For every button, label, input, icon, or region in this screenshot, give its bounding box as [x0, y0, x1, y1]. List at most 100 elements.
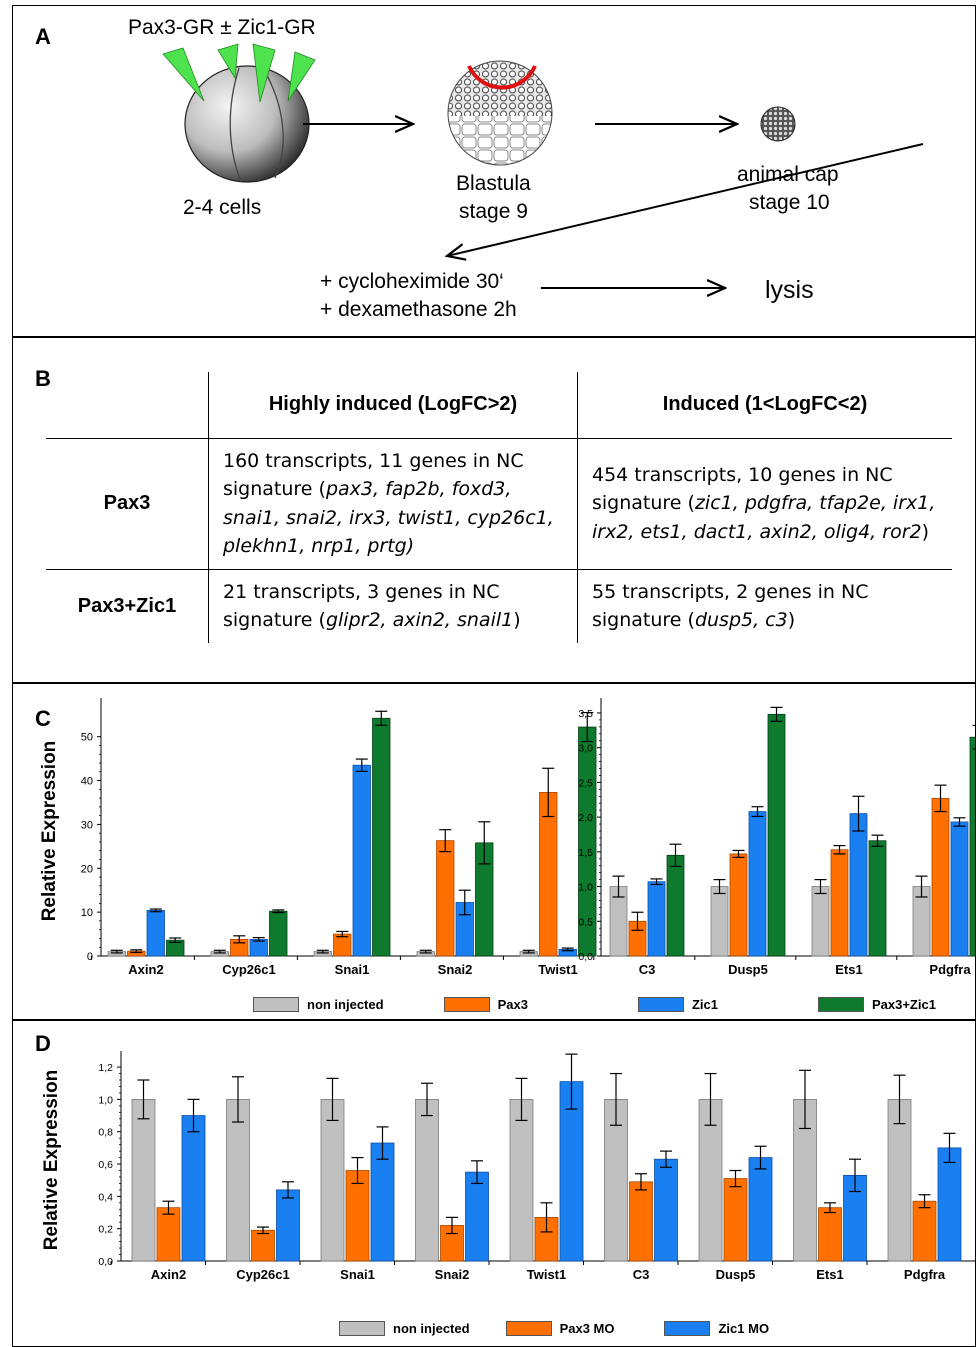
- cap-label: animal cap: [737, 163, 839, 186]
- bar: [370, 1142, 395, 1262]
- panel-b: B Highly induced (LogFC>2) Induced (1<Lo…: [12, 337, 976, 683]
- needle-icons: [162, 43, 316, 103]
- legend-swatch: [817, 997, 864, 1012]
- blastula-icon: [447, 60, 553, 166]
- bar: [345, 1170, 370, 1262]
- y-tick-label: 1,0: [98, 1094, 113, 1106]
- x-tick-label: Axin2: [128, 962, 163, 977]
- bar: [249, 938, 268, 957]
- y-axis-label: Relative Expression: [41, 1070, 62, 1251]
- y-tick-label: 3,5: [578, 708, 593, 720]
- workflow-diagram: [162, 43, 924, 336]
- cells-label: 2-4 cells: [183, 196, 262, 219]
- x-tick-label: Snai2: [435, 1267, 470, 1282]
- y-tick-label: 10: [81, 907, 93, 919]
- table-cell: 454 transcripts, 10 genes in NC signatur…: [577, 438, 952, 570]
- bar: [333, 933, 352, 957]
- x-tick-label: Pdgfra: [904, 1267, 946, 1282]
- bar: [950, 821, 969, 957]
- bar: [629, 1181, 653, 1262]
- col-header-induced: Induced (1<LogFC<2): [577, 372, 952, 439]
- bar: [131, 1099, 156, 1262]
- panel-label-a: A: [35, 24, 51, 49]
- legend-swatch: [253, 997, 299, 1012]
- bar: [666, 854, 685, 957]
- y-tick-label: 0,2: [98, 1224, 113, 1236]
- cap-stage: stage 10: [749, 191, 830, 214]
- legend-label: Zic1 MO: [718, 1321, 770, 1336]
- bar: [830, 849, 849, 957]
- panel-d: D 0,0 0,2 0,4 0,6 0,8 1,0 1,2 Relative Expressi…: [12, 1020, 976, 1347]
- panel-c: C 0 10 20 30 40 50 Relative Expression Axin2 Cyp…: [12, 683, 976, 1020]
- x-tick-label: Twist1: [538, 962, 578, 977]
- bar: [181, 1115, 206, 1262]
- panel-label-d: D: [35, 1031, 51, 1056]
- table-cell: 55 transcripts, 2 genes in NC signature …: [577, 569, 952, 643]
- bar: [465, 1171, 489, 1262]
- y-tick-label: 2,5: [578, 777, 593, 789]
- x-tick-label: C3: [633, 1267, 650, 1282]
- x-tick-label: Cyp26c1: [222, 962, 275, 977]
- bar: [729, 853, 748, 957]
- bar: [372, 717, 391, 957]
- bar: [811, 886, 830, 957]
- y-tick-label: 1,0: [578, 882, 593, 894]
- bar: [710, 886, 729, 957]
- chart-c: 0 10 20 30 40 50 Relative Expression Axin2 Cyp26…: [39, 698, 975, 977]
- y-tick-label: 0,6: [98, 1159, 113, 1171]
- x-tick-label: Ets1: [835, 962, 862, 977]
- y-tick-label: 40: [81, 776, 93, 788]
- bar: [320, 1099, 345, 1262]
- bar: [146, 909, 165, 957]
- x-tick-label: Dusp5: [716, 1267, 756, 1282]
- table-row: Pax3 160 transcripts, 11 genes in NC sig…: [46, 438, 952, 570]
- lysis-label: lysis: [765, 276, 814, 304]
- legend-swatch: [637, 997, 684, 1012]
- table-cell: 160 transcripts, 11 genes in NC signatur…: [208, 438, 578, 570]
- y-axis-label: Relative Expression: [39, 741, 60, 922]
- y-tick-label: 1,5: [578, 847, 593, 859]
- legend-swatch: [505, 1321, 552, 1336]
- legend-label: Pax3 MO: [559, 1321, 615, 1336]
- bar: [931, 797, 950, 957]
- x-tick-label: C3: [639, 962, 656, 977]
- bar: [436, 840, 455, 957]
- bar: [251, 1229, 275, 1262]
- x-tick-label: Ets1: [816, 1267, 843, 1282]
- legend-swatch: [664, 1321, 711, 1336]
- legend-label: Pax3+Zic1: [871, 997, 936, 1012]
- blastula-stage: stage 9: [459, 200, 528, 223]
- legend-label: non injected: [307, 997, 384, 1012]
- induction-table: Highly induced (LogFC>2) Induced (1<LogF…: [46, 372, 952, 643]
- blastula-label: Blastula: [456, 172, 531, 195]
- table-cell: 21 transcripts, 3 genes in NC signature …: [208, 569, 578, 643]
- x-tick-label: Pdgfra: [929, 962, 971, 977]
- y-tick-label: 1,2: [98, 1062, 113, 1074]
- treatment-1: + cycloheximide 30‘: [320, 270, 504, 293]
- animal-cap-icon: [760, 106, 796, 142]
- y-tick-label: 2,0: [578, 812, 593, 824]
- bar: [269, 910, 288, 957]
- bar: [654, 1158, 678, 1262]
- arrow-3: [447, 143, 924, 256]
- y-tick-label: 20: [81, 863, 93, 875]
- y-tick-label: 0,5: [578, 916, 593, 928]
- y-tick-label: 0,0: [98, 1256, 113, 1268]
- bar: [937, 1147, 962, 1262]
- legend-swatch: [443, 997, 490, 1012]
- x-tick-label: Axin2: [151, 1267, 186, 1282]
- bar: [912, 1200, 937, 1262]
- y-tick-label: 3,0: [578, 743, 593, 755]
- row-label: Pax3: [46, 438, 209, 570]
- row-label: Pax3+Zic1: [77, 594, 177, 617]
- legend-label: non injected: [393, 1321, 470, 1336]
- legend-d: non injected Pax3 MO Zic1 MO: [339, 1321, 769, 1336]
- y-tick-label: 0: [87, 951, 93, 963]
- bar: [849, 813, 868, 957]
- panel-a: A Pax3-GR ± Zic1-GR: [12, 5, 976, 337]
- y-tick-label: 0,0: [578, 951, 593, 963]
- x-tick-label: Cyp26c1: [236, 1267, 289, 1282]
- table-row: Pax3+Zic1 21 transcripts, 3 genes in NC …: [46, 569, 952, 643]
- bar: [723, 1178, 748, 1262]
- bar: [868, 840, 887, 957]
